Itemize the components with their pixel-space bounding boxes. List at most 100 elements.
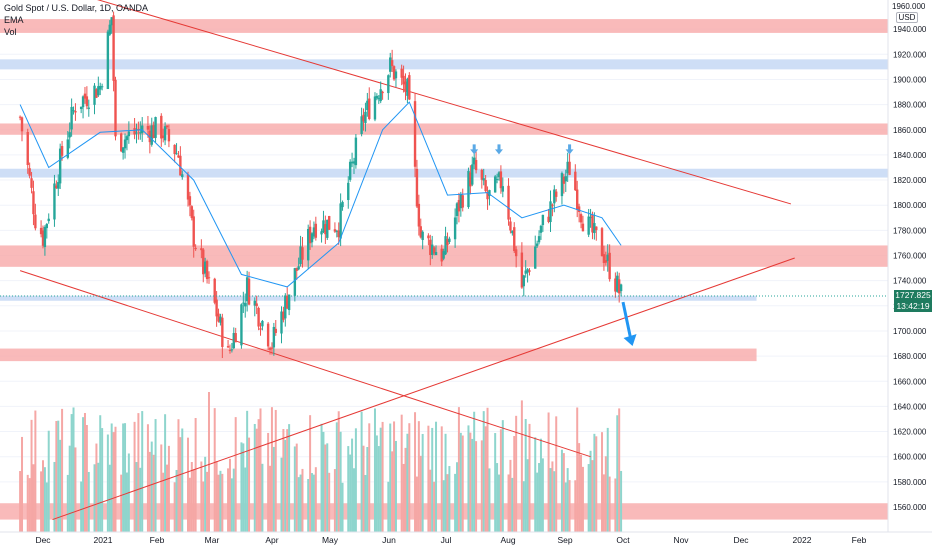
time-tick-label: 2021 [94,535,113,545]
candle-body [616,275,619,292]
volume-bar [454,473,457,532]
candle-body [242,302,245,304]
candle-body [444,236,447,255]
time-tick-label: Feb [150,535,165,545]
candle-body [446,239,449,246]
candle-body [87,107,90,109]
volume-bar [415,476,418,532]
candle-body [560,173,564,197]
volume-bar [95,443,98,532]
price-tick-label: 1800.000 [893,201,927,210]
candle-body [581,223,585,232]
volume-bar [47,430,50,532]
volume-bar [604,456,607,532]
time-tick-label: Oct [616,535,630,545]
ema-indicator-label[interactable]: EMA [4,15,24,25]
price-tick-label: 1780.000 [893,226,927,235]
volume-bar [297,477,300,532]
volume-bar [202,481,205,532]
candle-body [541,214,545,226]
volume-bar [240,442,243,532]
candle-body [408,75,411,100]
volume-bar [333,469,336,532]
candle-body [535,243,539,247]
price-axis-background [888,0,932,532]
candle-body [135,132,138,134]
candle-body [165,125,169,128]
candle-body [375,95,379,99]
price-tick-label: 1880.000 [893,101,927,110]
candle-body [442,251,445,259]
candle-body [434,252,438,256]
volume-bar [301,468,304,532]
candle-body [486,191,489,200]
volume-bar [219,470,222,532]
resistance-zone [0,123,888,135]
candle-body [282,311,285,320]
volume-bar [34,410,37,532]
candle-body [152,125,155,139]
volume-bar [200,461,203,532]
volume-bar [179,437,182,532]
candle-body [413,101,417,167]
candle-body [110,17,113,26]
volume-bar [167,445,170,532]
volume-bar [620,470,623,532]
candle-body [322,220,325,233]
volume-bar [616,415,619,532]
candle-body [472,157,476,165]
candle-body [30,178,33,188]
candle-body [28,168,31,176]
volume-bar [366,447,369,532]
volume-bar [497,474,500,532]
volume-bar [59,439,62,532]
price-tick-label: 1900.000 [893,75,927,84]
volume-bar [106,434,109,532]
volume-bar [217,474,220,532]
candle-body [257,307,260,327]
price-tick-label: 1560.000 [893,503,927,512]
candle-body [619,284,623,292]
candle-body [339,203,342,239]
volume-bar [618,408,621,532]
currency-label[interactable]: USD [896,12,918,23]
time-axis: Dec 2021 Feb Mar Apr May Jun Jul Aug Sep Oct Nov Dec… [0,531,932,545]
symbol-title[interactable]: Gold Spot / U.S. Dollar, 1D, OANDA [4,3,149,13]
volume-bar [72,407,75,532]
candle-body [259,328,262,330]
volume-bar [486,407,489,532]
candle-body [97,86,100,96]
volume-bar [244,467,247,532]
volume-bar [471,438,474,532]
volume-bar [555,416,558,532]
candle-body [286,295,289,309]
currency-box[interactable]: 1960.000 USD [892,2,925,23]
candle-body [524,270,527,274]
volume-bar [352,468,355,532]
candle-body [320,231,323,235]
candle-body [495,179,499,181]
candle-body [488,190,491,196]
candle-body [284,295,287,319]
legend: Gold Spot / U.S. Dollar, 1D, OANDA EMA V… [4,2,148,38]
volume-bar [21,436,24,532]
volume-bar [589,450,592,532]
volume-bar [431,427,434,532]
price-tick-label: 1940.000 [893,25,927,34]
volume-indicator-label[interactable]: Vol [4,27,17,37]
volume-bar [576,407,579,532]
volume-bar [541,458,544,532]
resistance-zone [0,348,757,362]
candle-body [207,277,211,279]
volume-bar [257,419,260,532]
candle-body [474,160,478,171]
candle-body [577,206,581,213]
time-tick-label: 2022 [793,535,812,545]
candle-body [57,182,60,189]
volume-bar [320,423,323,532]
candle-body [308,226,312,244]
candle-body [419,226,422,238]
volume-bar [299,474,302,532]
